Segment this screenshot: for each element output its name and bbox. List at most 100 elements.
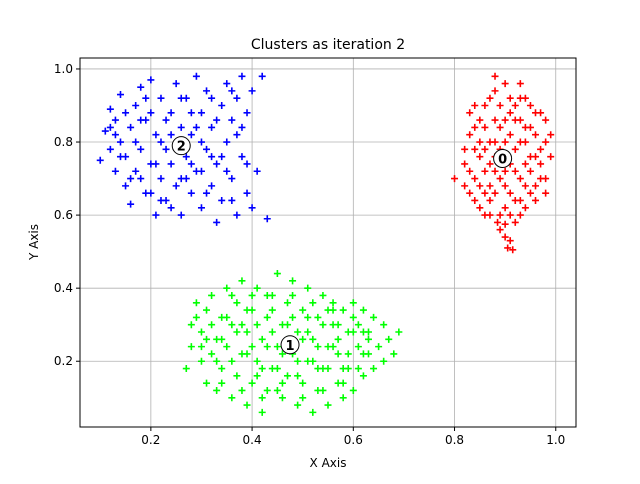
data-point <box>537 145 545 153</box>
data-point <box>167 160 175 168</box>
data-point <box>172 182 180 190</box>
data-point <box>96 156 104 164</box>
data-point <box>157 138 165 146</box>
centroid-marker <box>280 335 300 355</box>
data-point <box>223 167 231 175</box>
data-point <box>233 372 241 380</box>
data-point <box>223 284 231 292</box>
data-point <box>263 313 271 321</box>
data-point <box>243 306 251 314</box>
data-point <box>334 335 342 343</box>
data-point <box>329 299 337 307</box>
data-point <box>370 365 378 373</box>
data-point <box>542 138 550 146</box>
data-point <box>132 101 140 109</box>
data-point <box>354 321 362 329</box>
data-point <box>466 131 474 139</box>
data-point <box>532 196 540 204</box>
data-point <box>233 94 241 102</box>
data-point <box>476 204 484 212</box>
data-point <box>162 145 170 153</box>
plot-frame <box>79 57 577 428</box>
data-point <box>466 109 474 117</box>
centroid-label: 0 <box>498 152 507 167</box>
data-point <box>223 138 231 146</box>
data-point <box>132 138 140 146</box>
y-ticks: 0.2 0.4 0.6 0.8 1.0 <box>54 62 80 368</box>
data-point <box>491 116 499 124</box>
data-point <box>157 175 165 183</box>
x-tick-label: 1.0 <box>546 433 565 447</box>
data-point <box>491 138 499 146</box>
data-point <box>496 101 504 109</box>
data-point <box>506 109 514 117</box>
data-point <box>182 365 190 373</box>
data-point <box>339 394 347 402</box>
data-point <box>501 80 509 88</box>
data-point <box>273 365 281 373</box>
data-point <box>521 94 529 102</box>
data-point <box>278 379 286 387</box>
data-point <box>314 313 322 321</box>
data-point <box>380 357 388 365</box>
data-point <box>243 328 251 336</box>
data-point <box>511 218 519 226</box>
y-tick-label: 0.8 <box>54 135 73 149</box>
data-point <box>258 394 266 402</box>
data-point <box>471 175 479 183</box>
data-point <box>116 91 124 99</box>
data-point <box>197 167 205 175</box>
cluster-1-points <box>182 270 403 416</box>
data-point <box>208 182 216 190</box>
x-ticks: 0.2 0.4 0.6 0.8 1.0 <box>141 427 565 447</box>
data-point <box>304 328 312 336</box>
centroid-marker <box>171 136 191 156</box>
data-point <box>228 116 236 124</box>
data-point <box>162 116 170 124</box>
data-point <box>127 123 135 131</box>
data-point <box>494 218 502 226</box>
x-tick-label: 0.6 <box>344 433 363 447</box>
data-point <box>289 277 297 285</box>
data-point <box>501 204 509 212</box>
data-point <box>339 365 347 373</box>
data-point <box>334 350 342 358</box>
y-axis-label: Y Axis <box>27 224 41 261</box>
data-point <box>122 182 130 190</box>
data-point <box>213 116 221 124</box>
data-point <box>248 204 256 212</box>
data-point <box>509 246 517 254</box>
data-point <box>496 211 504 219</box>
data-point <box>319 291 327 299</box>
data-point <box>228 291 236 299</box>
data-point <box>481 189 489 197</box>
data-point <box>511 167 519 175</box>
data-point <box>228 87 236 95</box>
data-point <box>304 313 312 321</box>
data-point <box>532 153 540 161</box>
data-point <box>501 167 509 175</box>
data-point <box>253 321 261 329</box>
data-point <box>359 328 367 336</box>
data-point <box>349 299 357 307</box>
data-point <box>375 343 383 351</box>
data-point <box>294 401 302 409</box>
data-point <box>491 87 499 95</box>
data-point <box>319 321 327 329</box>
data-point <box>223 80 231 88</box>
data-point <box>284 321 292 329</box>
cluster-0-points <box>451 72 555 254</box>
data-point <box>157 94 165 102</box>
data-point <box>243 401 251 409</box>
data-point <box>258 335 266 343</box>
data-point <box>197 204 205 212</box>
data-point <box>511 145 519 153</box>
data-point <box>501 138 509 146</box>
data-point <box>511 101 519 109</box>
data-point <box>339 306 347 314</box>
data-point <box>116 153 124 161</box>
data-point <box>223 313 231 321</box>
data-point <box>299 394 307 402</box>
